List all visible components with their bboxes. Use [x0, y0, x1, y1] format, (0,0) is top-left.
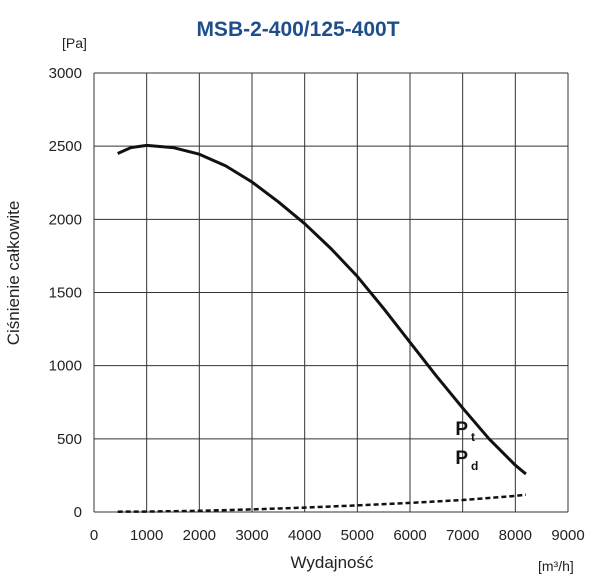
x-tick-label: 8000	[499, 527, 532, 544]
y-tick-label: 0	[74, 504, 82, 521]
x-tick-label: 4000	[288, 527, 321, 544]
x-tick-label: 7000	[446, 527, 479, 544]
x-tick-label: 5000	[341, 527, 374, 544]
y-tick-label: 1000	[49, 358, 82, 375]
x-axis-label: Wydajność	[291, 553, 374, 572]
series-line-d	[117, 493, 527, 513]
chart-title: MSB-2-400/125-400T	[196, 18, 399, 41]
x-unit-label: [m³/h]	[538, 558, 574, 574]
series	[117, 143, 527, 513]
y-tick-labels: 0 500 1000 1500 2000 2500 3000	[49, 65, 82, 521]
x-tick-label: 6000	[393, 527, 426, 544]
x-tick-label: 9000	[551, 527, 584, 544]
x-tick-labels: 0 1000 2000 3000 4000 5000 6000 7000 8000 9000	[90, 527, 585, 544]
x-tick-label: 3000	[235, 527, 268, 544]
y-axis-label: Ciśnienie całkowite	[4, 201, 23, 346]
x-tick-label: 2000	[183, 527, 216, 544]
x-tick-label: 1000	[130, 527, 163, 544]
y-tick-label: 1500	[49, 285, 82, 302]
y-tick-label: 2500	[49, 138, 82, 155]
x-tick-label: 0	[90, 527, 98, 544]
y-tick-label: 3000	[49, 65, 82, 82]
y-tick-label: 2000	[49, 211, 82, 228]
y-unit-label: [Pa]	[62, 35, 87, 51]
grid	[93, 72, 569, 513]
y-tick-label: 500	[57, 431, 82, 448]
series-line-t	[117, 143, 527, 476]
